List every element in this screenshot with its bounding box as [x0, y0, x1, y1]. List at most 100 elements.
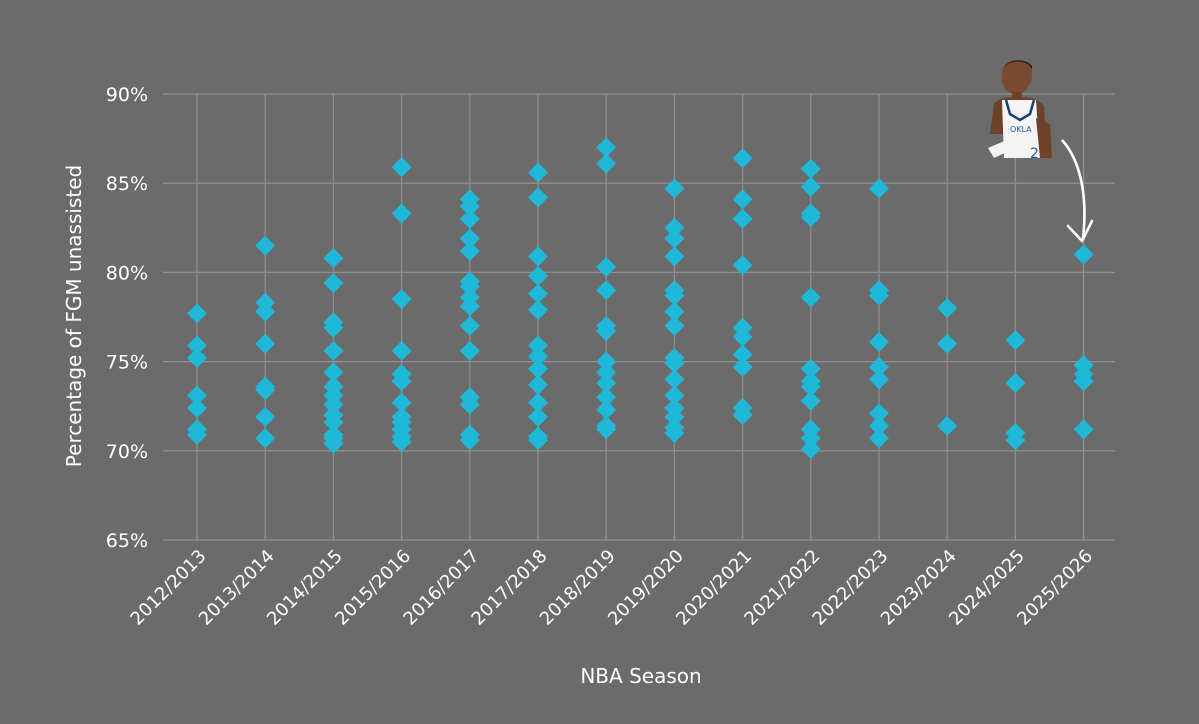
data-point	[869, 331, 889, 352]
data-point	[391, 289, 412, 310]
data-point	[528, 283, 548, 304]
data-point	[596, 419, 617, 440]
data-point	[459, 430, 480, 451]
data-point	[391, 392, 412, 413]
data-point	[187, 397, 207, 418]
grid	[163, 93, 1115, 541]
data-point	[187, 385, 207, 406]
data-point	[869, 356, 889, 377]
data-point	[323, 412, 344, 433]
data-point	[187, 303, 207, 324]
data-point	[528, 392, 548, 413]
data-point	[459, 228, 480, 249]
data-point	[800, 390, 821, 411]
data-point	[528, 430, 548, 451]
data-point	[732, 356, 753, 377]
data-point	[391, 371, 412, 392]
annotation-arrow	[1061, 139, 1086, 239]
data-point	[800, 287, 821, 308]
data-point	[187, 424, 207, 445]
data-point	[459, 340, 480, 361]
data-point	[732, 148, 753, 169]
data-point	[255, 428, 276, 449]
data-point	[528, 374, 548, 395]
data-point	[255, 406, 276, 427]
data-point	[528, 299, 548, 320]
data-point	[732, 189, 753, 210]
data-point	[596, 280, 617, 301]
data-point	[596, 362, 617, 383]
data-point	[459, 394, 480, 415]
data-points	[187, 137, 1094, 460]
y-tick-label: 85%	[106, 173, 148, 195]
data-point	[664, 406, 685, 427]
data-point	[528, 187, 548, 208]
y-axis-title: Percentage of FGM unassisted	[62, 165, 86, 467]
data-point	[800, 439, 821, 460]
data-point	[255, 301, 276, 322]
player-photo: OKLA 2	[988, 60, 1052, 162]
x-axis-ticks: 2012/20132013/20142014/20152015/20162016…	[127, 546, 1098, 630]
data-point	[391, 340, 412, 361]
data-point	[869, 428, 889, 449]
data-point	[800, 376, 821, 397]
data-point	[459, 196, 480, 217]
data-point	[459, 315, 480, 336]
data-point	[596, 257, 617, 278]
data-point	[391, 157, 412, 178]
data-point	[187, 348, 207, 369]
data-point	[800, 358, 821, 379]
data-point	[869, 178, 889, 199]
y-tick-label: 80%	[106, 262, 148, 284]
y-tick-label: 70%	[106, 441, 148, 463]
data-point	[664, 422, 685, 443]
data-point	[664, 217, 685, 238]
data-point	[459, 240, 480, 261]
data-point	[528, 406, 548, 427]
data-point	[323, 273, 344, 294]
y-tick-label: 65%	[106, 530, 148, 552]
data-point	[664, 353, 685, 374]
data-point	[869, 415, 889, 436]
data-point	[596, 351, 617, 372]
data-point	[459, 276, 480, 297]
data-point	[596, 153, 617, 174]
data-point	[391, 203, 412, 224]
data-point	[255, 333, 276, 354]
data-point	[323, 248, 344, 269]
data-point	[323, 394, 344, 415]
data-point	[596, 387, 617, 408]
x-axis-title: NBA Season	[580, 664, 701, 688]
data-point	[732, 208, 753, 229]
data-point	[187, 335, 207, 356]
data-point	[1073, 419, 1094, 440]
data-point	[937, 415, 958, 436]
data-point	[459, 208, 480, 229]
data-point	[391, 431, 412, 452]
data-point	[1073, 371, 1094, 392]
data-point	[528, 358, 548, 379]
data-point	[323, 433, 344, 454]
data-point	[869, 369, 889, 390]
data-point	[664, 315, 685, 336]
data-point	[800, 176, 821, 197]
data-point	[732, 344, 753, 365]
data-point	[664, 228, 685, 249]
y-axis-ticks: 65% 70% 75% 80% 85% 90%	[106, 84, 148, 552]
data-point	[255, 380, 276, 401]
data-point	[664, 369, 685, 390]
data-point	[732, 255, 753, 276]
data-point	[800, 158, 821, 179]
data-point	[323, 340, 344, 361]
data-point	[869, 285, 889, 306]
data-point	[664, 246, 685, 267]
svg-text:OKLA: OKLA	[1010, 125, 1032, 134]
y-tick-label: 90%	[106, 84, 148, 106]
data-point	[528, 162, 548, 183]
data-point	[664, 301, 685, 322]
svg-text:2: 2	[1030, 146, 1039, 162]
data-point	[664, 285, 685, 306]
annotation-arrowhead	[1066, 219, 1094, 243]
data-point	[800, 207, 821, 228]
